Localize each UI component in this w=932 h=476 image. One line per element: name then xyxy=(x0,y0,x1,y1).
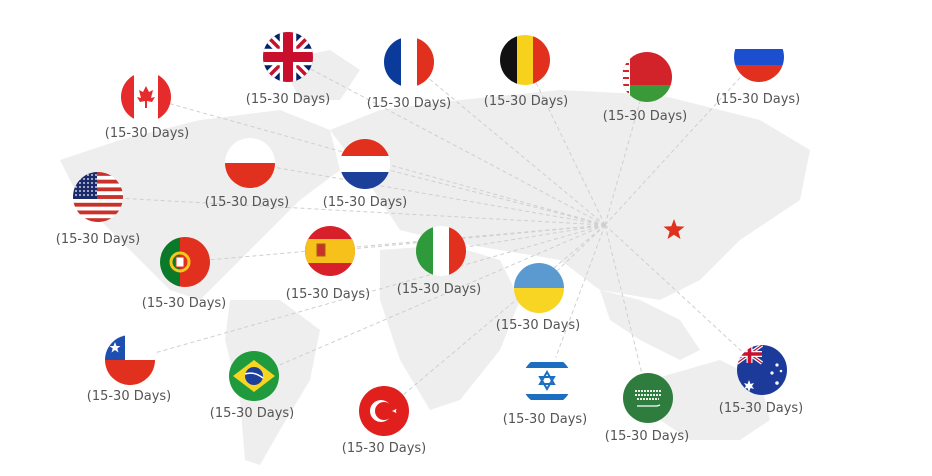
russia-flag-icon xyxy=(734,32,784,82)
route-line xyxy=(364,163,606,226)
delivery-time-label: (15-30 Days) xyxy=(502,412,588,427)
uk-flag-icon xyxy=(263,32,313,82)
route-line xyxy=(524,59,606,226)
delivery-time-label: (15-30 Days) xyxy=(718,401,804,416)
delivery-time-label: (15-30 Days) xyxy=(483,94,569,109)
route-line xyxy=(604,56,760,226)
red-star-icon xyxy=(663,219,685,239)
delivery-time-label: (15-30 Days) xyxy=(209,406,295,421)
delivery-time-label: (15-30 Days) xyxy=(602,109,688,124)
brazil-flag-icon xyxy=(229,351,279,401)
route-line xyxy=(383,224,606,412)
canada-flag-icon xyxy=(121,72,171,122)
belarus-flag-icon xyxy=(622,52,672,102)
chile-flag-icon xyxy=(105,335,155,385)
delivery-time-label: (15-30 Days) xyxy=(104,126,190,141)
turkey-flag-icon xyxy=(359,386,409,436)
delivery-time-label: (15-30 Days) xyxy=(604,429,690,444)
spain-flag-icon xyxy=(305,226,355,276)
delivery-time-label: (15-30 Days) xyxy=(366,96,452,111)
poland-flag-icon xyxy=(225,138,275,188)
route-line xyxy=(604,76,648,226)
delivery-time-label: (15-30 Days) xyxy=(285,287,371,302)
route-line xyxy=(408,61,606,226)
delivery-time-label: (15-30 Days) xyxy=(715,92,801,107)
israel-flag-icon xyxy=(522,356,572,406)
france-flag-icon xyxy=(384,37,434,87)
route-line xyxy=(604,224,649,399)
delivery-time-label: (15-30 Days) xyxy=(55,232,141,247)
route-line xyxy=(253,224,606,377)
delivery-time-label: (15-30 Days) xyxy=(141,296,227,311)
delivery-time-label: (15-30 Days) xyxy=(322,195,408,210)
italy-flag-icon xyxy=(416,226,466,276)
netherlands-flag-icon xyxy=(340,139,390,189)
ukraine-flag-icon xyxy=(514,263,564,313)
delivery-time-label: (15-30 Days) xyxy=(204,195,290,210)
delivery-time-label: (15-30 Days) xyxy=(245,92,331,107)
belgium-flag-icon xyxy=(500,35,550,85)
route-line xyxy=(287,56,606,226)
usa-flag-icon xyxy=(73,172,123,222)
delivery-time-label: (15-30 Days) xyxy=(495,318,581,333)
saudi-arabia-flag-icon xyxy=(623,373,673,423)
delivery-time-label: (15-30 Days) xyxy=(396,282,482,297)
route-line xyxy=(97,196,606,226)
route-line xyxy=(129,224,606,361)
route-line xyxy=(538,224,606,289)
australia-flag-icon xyxy=(737,345,787,395)
route-line xyxy=(604,224,763,371)
portugal-flag-icon xyxy=(160,237,210,287)
delivery-time-label: (15-30 Days) xyxy=(86,389,172,404)
delivery-time-label: (15-30 Days) xyxy=(341,441,427,456)
